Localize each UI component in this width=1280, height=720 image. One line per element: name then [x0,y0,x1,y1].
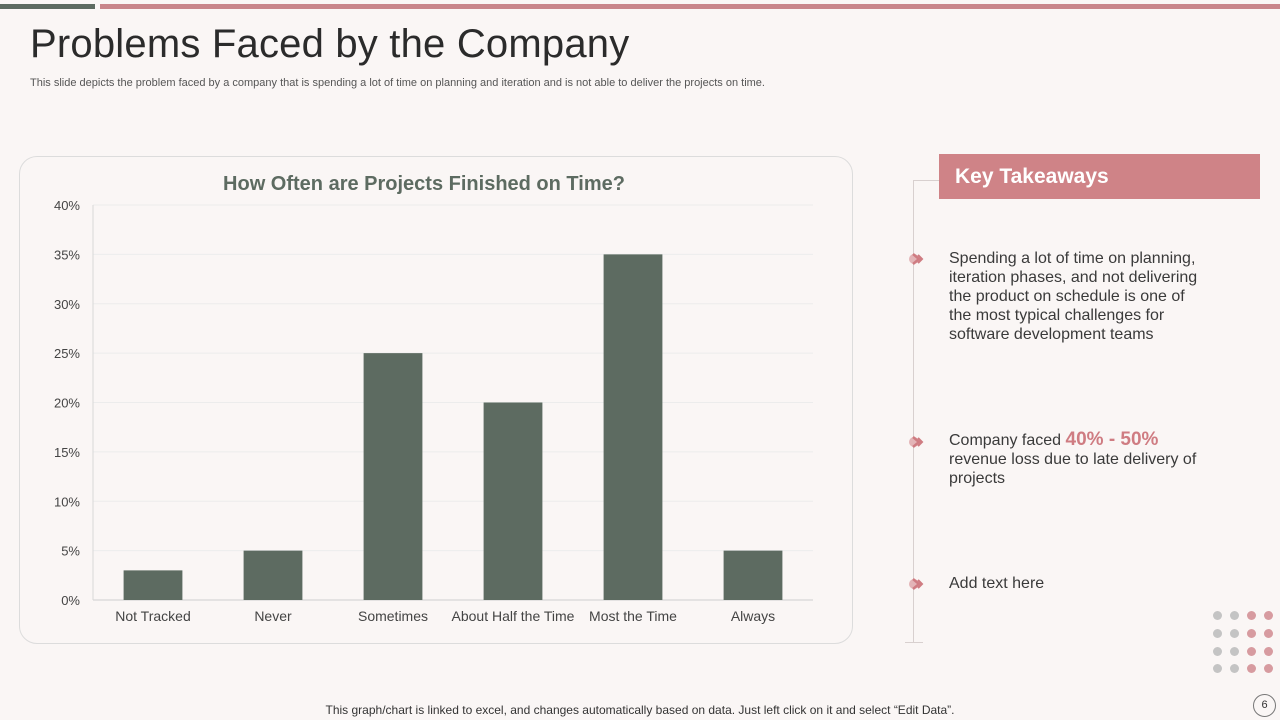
dot [1264,664,1273,674]
dot [1247,664,1256,674]
dot [1213,664,1222,674]
y-tick-label: 40% [54,198,80,213]
y-tick-label: 5% [61,544,80,559]
y-tick-label: 20% [54,396,80,411]
bar-about-half-the-time[interactable] [483,402,543,601]
decorative-dot-grid [1213,611,1280,675]
takeaway-timeline [913,180,914,643]
top-accent-bar-pink [100,4,1280,9]
x-category-label: Not Tracked [115,608,190,624]
dot [1213,628,1222,638]
y-tick-label: 10% [54,494,80,509]
dot [1264,611,1273,620]
revenue-loss-highlight: 40% - 50% [1065,429,1159,450]
dot [1230,611,1239,620]
double-chevron-right-icon [909,436,924,448]
y-tick-label: 35% [54,247,80,262]
double-chevron-right-icon [909,578,924,590]
y-tick-label: 25% [54,346,80,361]
dot [1264,628,1273,638]
dot [1264,646,1273,656]
x-category-label: About Half the Time [452,608,575,624]
x-category-label: Always [731,608,775,624]
takeaway-item-1: Spending a lot of time on planning, iter… [908,249,1228,344]
page-title: Problems Faced by the Company [30,22,630,66]
dot [1230,646,1239,656]
bar-never[interactable] [243,550,303,600]
takeaway-2-suffix: revenue loss due to late delivery of pro… [949,451,1197,487]
dot [1230,664,1239,674]
y-tick-label: 0% [61,593,80,608]
timeline-cap-top [913,180,939,181]
y-tick-label: 15% [54,445,80,460]
takeaway-item-2: Company faced 40% - 50% revenue loss due… [908,430,1228,488]
dot [1247,646,1256,656]
double-chevron-right-icon [909,253,924,265]
top-accent-bar-green [0,4,95,9]
dot [1247,628,1256,638]
takeaway-item-3: Add text here [908,574,1228,593]
dot [1230,628,1239,638]
key-takeaways-header: Key Takeaways [939,154,1260,199]
takeaway-text-2: Company faced 40% - 50% revenue loss due… [949,430,1209,488]
timeline-cap-bottom [905,642,923,643]
x-category-label: Never [254,608,292,624]
bar-chart: How Often are Projects Finished on Time?… [54,173,813,624]
page-number: 6 [1253,694,1276,717]
chart-title: How Often are Projects Finished on Time? [223,173,625,195]
y-tick-label: 30% [54,297,80,312]
dot [1213,611,1222,620]
bar-most-the-time[interactable] [603,254,663,600]
x-category-label: Sometimes [358,608,428,624]
dot [1247,611,1256,620]
takeaway-text-3[interactable]: Add text here [949,575,1045,592]
bar-always[interactable] [723,550,783,600]
takeaway-2-prefix: Company faced [949,432,1066,449]
bar-sometimes[interactable] [363,353,423,600]
footer-note: This graph/chart is linked to excel, and… [325,703,955,717]
chart-card[interactable]: How Often are Projects Finished on Time?… [19,156,853,644]
page-subtitle: This slide depicts the problem faced by … [30,77,765,89]
dot [1213,646,1222,656]
x-category-label: Most the Time [589,608,677,624]
bar-not-tracked[interactable] [123,570,183,600]
takeaway-text-1: Spending a lot of time on planning, iter… [949,250,1198,343]
